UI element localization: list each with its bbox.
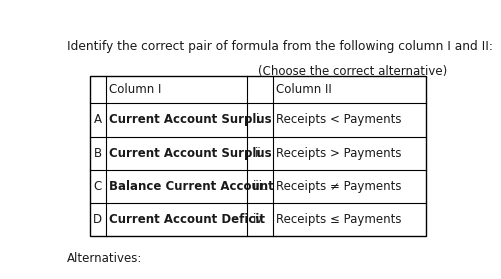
Text: Column II: Column II xyxy=(276,83,332,96)
Text: Column I: Column I xyxy=(109,83,161,96)
Text: D: D xyxy=(93,213,102,226)
Text: Receipts ≤ Payments: Receipts ≤ Payments xyxy=(276,213,401,226)
Text: (Choose the correct alternative): (Choose the correct alternative) xyxy=(258,65,447,78)
Text: A: A xyxy=(94,114,102,126)
Text: iii.: iii. xyxy=(253,180,267,193)
Text: Current Account Surplus: Current Account Surplus xyxy=(109,147,272,160)
Text: Balance Current Account: Balance Current Account xyxy=(109,180,274,193)
Text: Alternatives:: Alternatives: xyxy=(67,252,142,264)
Text: iv.: iv. xyxy=(254,213,267,226)
Text: i.: i. xyxy=(257,114,264,126)
Text: C: C xyxy=(94,180,102,193)
Text: Receipts ≠ Payments: Receipts ≠ Payments xyxy=(276,180,401,193)
Text: Receipts < Payments: Receipts < Payments xyxy=(276,114,401,126)
Text: Current Account Surplus: Current Account Surplus xyxy=(109,114,272,126)
Text: B: B xyxy=(94,147,102,160)
Text: ii.: ii. xyxy=(255,147,265,160)
Bar xyxy=(90,76,426,237)
Text: Identify the correct pair of formula from the following column I and II:: Identify the correct pair of formula fro… xyxy=(67,40,492,53)
Text: Receipts > Payments: Receipts > Payments xyxy=(276,147,401,160)
Text: Current Account Deficit: Current Account Deficit xyxy=(109,213,265,226)
